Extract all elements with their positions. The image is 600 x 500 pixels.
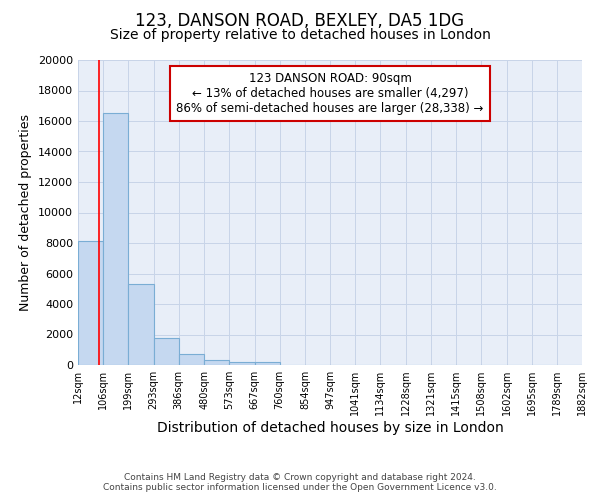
X-axis label: Distribution of detached houses by size in London: Distribution of detached houses by size … xyxy=(157,421,503,435)
Y-axis label: Number of detached properties: Number of detached properties xyxy=(19,114,32,311)
Text: 123, DANSON ROAD, BEXLEY, DA5 1DG: 123, DANSON ROAD, BEXLEY, DA5 1DG xyxy=(136,12,464,30)
Bar xyxy=(179,354,204,365)
Bar xyxy=(103,114,128,365)
Text: 123 DANSON ROAD: 90sqm
← 13% of detached houses are smaller (4,297)
86% of semi-: 123 DANSON ROAD: 90sqm ← 13% of detached… xyxy=(176,72,484,115)
Bar xyxy=(254,362,280,365)
Bar xyxy=(204,360,229,365)
Bar xyxy=(78,242,103,365)
Text: Size of property relative to detached houses in London: Size of property relative to detached ho… xyxy=(110,28,490,42)
Bar xyxy=(154,338,179,365)
Text: Contains HM Land Registry data © Crown copyright and database right 2024.
Contai: Contains HM Land Registry data © Crown c… xyxy=(103,473,497,492)
Bar xyxy=(229,362,254,365)
Bar xyxy=(128,284,154,365)
